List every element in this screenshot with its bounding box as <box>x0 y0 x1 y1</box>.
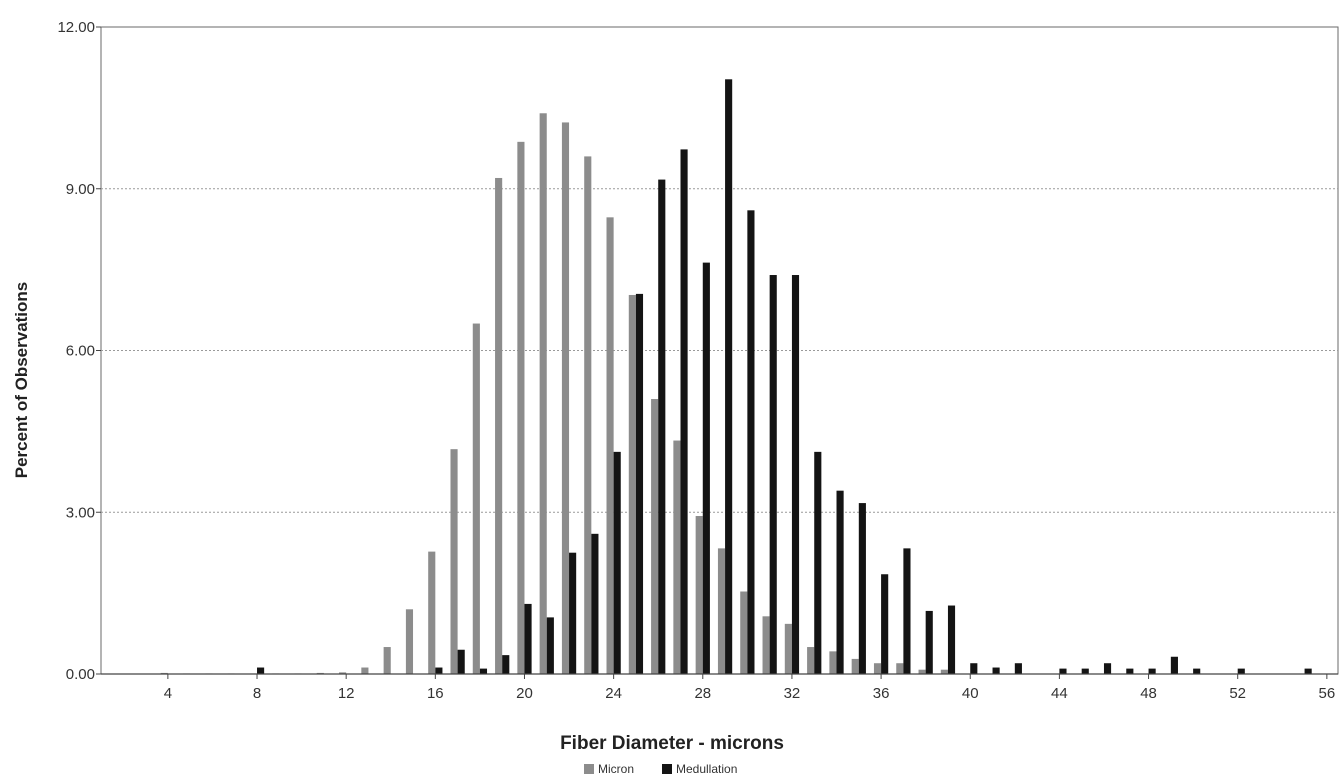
bar-medullation <box>903 548 911 674</box>
bar-medullation <box>1014 663 1022 674</box>
bar-micron <box>651 399 659 674</box>
legend-swatch-medullation <box>662 764 672 774</box>
bar-medullation <box>1148 668 1156 674</box>
bar-medullation <box>613 451 621 674</box>
x-axis-ticks: 4 8 12 16 20 24 28 32 36 40 44 48 52 56 <box>164 674 1336 702</box>
bar-micron <box>472 323 480 674</box>
x-tick-label: 48 <box>1140 685 1157 702</box>
x-tick-label: 8 <box>253 685 261 702</box>
bar-medullation <box>546 617 554 674</box>
bar-micron <box>807 647 815 674</box>
bar-medullation <box>970 663 978 674</box>
bar-medullation <box>1193 668 1201 674</box>
bar-micron <box>383 647 391 674</box>
x-tick-label: 20 <box>516 685 533 702</box>
bar-micron <box>628 294 636 674</box>
bar-medullation <box>1103 663 1112 674</box>
y-axis-ticks: 0.00 3.00 6.00 9.00 12.00 <box>57 19 101 683</box>
x-axis-title: Fiber Diameter - microns <box>560 733 784 754</box>
bar-micron <box>784 623 792 674</box>
bar-micron <box>584 156 592 674</box>
x-tick-label: 52 <box>1229 685 1246 702</box>
bar-micron <box>673 440 681 674</box>
bar-medullation <box>702 262 710 674</box>
bar-medullation <box>881 574 889 674</box>
bar-medullation <box>947 605 956 674</box>
bar-medullation <box>1126 668 1134 674</box>
bar-micron <box>695 516 703 674</box>
bar-micron <box>361 667 369 674</box>
bar-micron <box>762 616 770 674</box>
y-tick-label: 6.00 <box>66 343 95 360</box>
bar-medullation <box>591 533 599 674</box>
bar-medullation <box>769 275 777 674</box>
bar-medullation <box>635 293 644 674</box>
y-tick-label: 9.00 <box>66 181 95 198</box>
bar-micron <box>740 591 748 674</box>
bar-micron <box>606 217 614 674</box>
bar-medullation <box>1304 668 1312 674</box>
bar-medullation <box>1170 656 1178 674</box>
bar-medullation <box>992 667 1000 674</box>
x-tick-label: 44 <box>1051 685 1068 702</box>
bar-medullation <box>1237 668 1245 674</box>
x-tick-label: 12 <box>338 685 355 702</box>
bar-medullation <box>1059 668 1067 674</box>
bar-medullation <box>791 275 800 674</box>
bar-medullation <box>925 610 933 674</box>
x-tick-label: 24 <box>605 685 622 702</box>
bar-micron <box>539 113 547 674</box>
bar-micron <box>918 669 926 674</box>
legend-label-micron: Micron <box>598 762 634 775</box>
bar-medullation <box>457 649 465 674</box>
bar-micron <box>561 122 570 675</box>
bar-medullation <box>502 655 510 674</box>
bar-micron <box>940 669 948 674</box>
bar-micron <box>896 663 904 674</box>
bar-micron <box>428 551 436 674</box>
y-tick-label: 3.00 <box>66 504 95 521</box>
y-tick-label: 12.00 <box>57 19 95 36</box>
bar-medullation <box>836 490 844 674</box>
bar-micron <box>517 141 525 675</box>
legend: Micron Medullation <box>584 762 737 775</box>
bar-micron <box>829 651 837 674</box>
bar-micron <box>339 672 347 674</box>
bar-medullation <box>747 210 755 674</box>
bar-micron <box>450 449 458 674</box>
bar-micron <box>405 609 414 674</box>
bars <box>160 79 1312 675</box>
y-tick-label: 0.00 <box>66 666 95 683</box>
bar-micron <box>851 658 859 674</box>
bar-medullation <box>1081 668 1089 674</box>
bar-medullation <box>680 149 688 674</box>
legend-label-medullation: Medullation <box>676 762 737 775</box>
x-tick-label: 40 <box>962 685 979 702</box>
bar-micron <box>873 663 882 674</box>
x-tick-label: 56 <box>1319 685 1336 702</box>
bar-medullation <box>479 668 488 674</box>
bar-micron <box>717 548 726 674</box>
x-tick-label: 36 <box>873 685 890 702</box>
bar-medullation <box>569 552 577 674</box>
x-tick-label: 16 <box>427 685 444 702</box>
bar-micron <box>495 177 503 674</box>
x-tick-label: 32 <box>784 685 801 702</box>
legend-swatch-micron <box>584 764 594 774</box>
x-tick-label: 28 <box>694 685 711 702</box>
y-axis-title: Percent of Observations <box>12 282 31 479</box>
bar-medullation <box>814 451 822 674</box>
bar-medullation <box>257 667 265 674</box>
bar-medullation <box>658 179 666 674</box>
bar-medullation <box>435 667 443 674</box>
bar-medullation <box>725 79 733 675</box>
bar-medullation <box>858 503 866 674</box>
x-tick-label: 4 <box>164 685 172 702</box>
bar-medullation <box>524 603 532 674</box>
